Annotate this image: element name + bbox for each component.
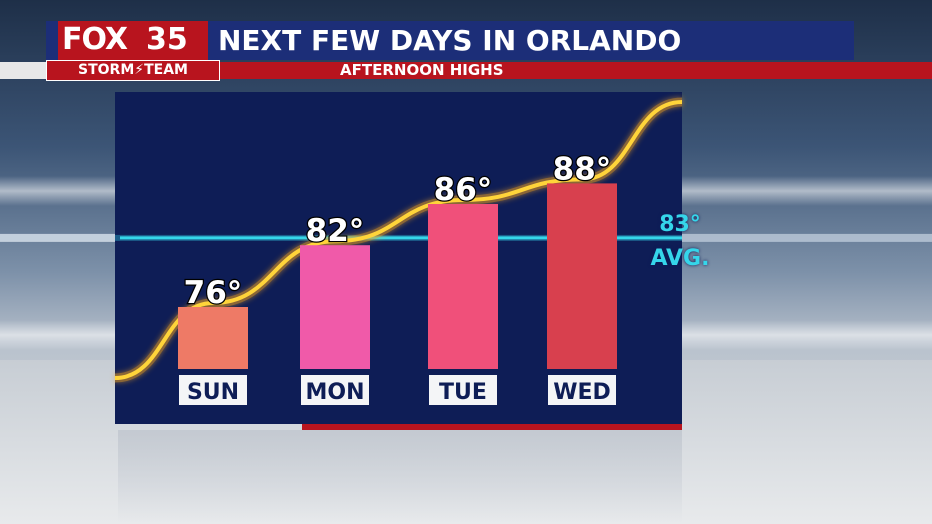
logo-fox-text: FOX [62,22,128,57]
bar-tue [428,204,498,369]
day-label-mon: MON [305,380,364,405]
fox35-logo [58,21,208,60]
bar-sun [178,307,248,369]
day-label-box-mon [301,375,369,405]
value-label-sun: 76° [184,275,243,311]
value-label-wed: 88° [553,151,612,187]
value-label-mon: 82° [306,213,365,249]
average-line-right [682,233,932,242]
panel-accent [302,424,682,430]
storm-team-label: STORM⚡TEAM [78,62,188,78]
average-line-left [0,233,115,242]
bar-mon [300,245,370,369]
day-label-sun: SUN [187,380,239,405]
storm-team-badge [46,60,220,81]
day-label-box-tue [429,375,497,405]
header-accent-left [0,62,46,79]
panel-reflection [118,430,682,524]
day-label-box-wed [548,375,616,405]
logo-number: 35 [146,22,188,57]
value-label-tue: 86° [434,172,493,208]
day-label-wed: WED [553,380,611,405]
subtitle-bar [46,62,932,79]
page-title: NEXT FEW DAYS IN ORLANDO [218,24,682,57]
day-label-box-sun [179,375,247,405]
average-label: AVG. [650,245,710,271]
average-value-label: 83° [659,211,701,237]
bar-wed [547,183,617,369]
chart-subtitle: AFTERNOON HIGHS [340,61,504,79]
day-label-tue: TUE [439,380,487,405]
